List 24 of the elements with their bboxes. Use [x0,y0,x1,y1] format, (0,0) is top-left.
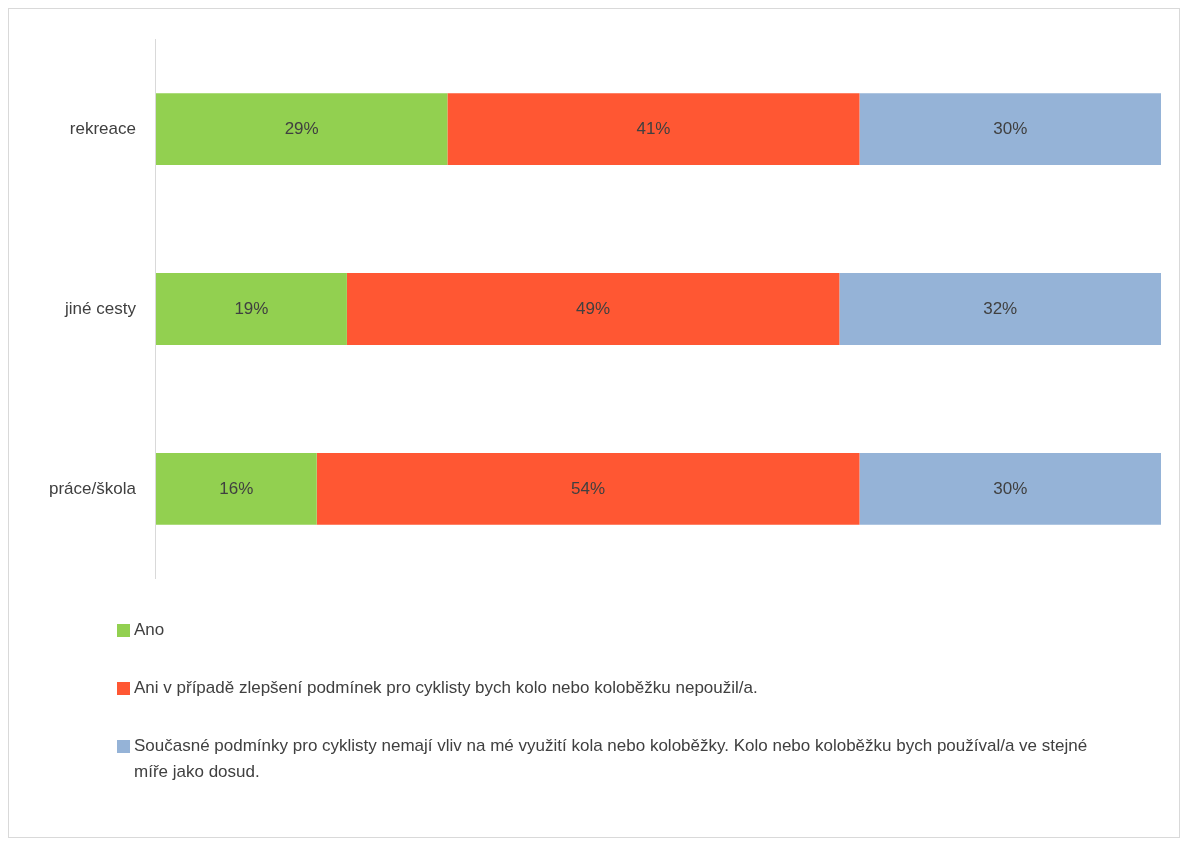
bar [155,93,448,166]
data-label: 30% [993,478,1028,498]
data-label: 49% [576,298,611,318]
y-tick-label: rekreace [69,118,136,138]
legend-label: Současné podmínky pro cyklisty nemají vliv na mé využití kola nebo koloběžky. Kolo nebo koloběžku bych používal/a ve stejné míře jako dosud. [134,735,1089,783]
bar [859,452,1161,525]
bar [839,273,1161,345]
bar [155,273,347,345]
bar [447,93,860,166]
bar [859,93,1161,166]
y-tick-label: práce/škola [49,478,137,498]
data-label: 32% [983,298,1018,318]
data-label: 29% [284,118,319,138]
data-label: 30% [993,118,1028,138]
bar [155,452,317,525]
y-tick-label: jiné cesty [64,298,137,318]
legend-label: Ano [134,619,165,641]
bar [346,273,840,345]
legend-label: Ani v případě zlepšení podmínek pro cyklisty bych kolo nebo koloběžku nepoužil/a. [134,677,758,699]
data-label: 19% [234,298,269,318]
data-label: 16% [219,478,254,498]
data-label: 54% [571,478,606,498]
bar [316,452,860,525]
data-label: 41% [636,118,671,138]
